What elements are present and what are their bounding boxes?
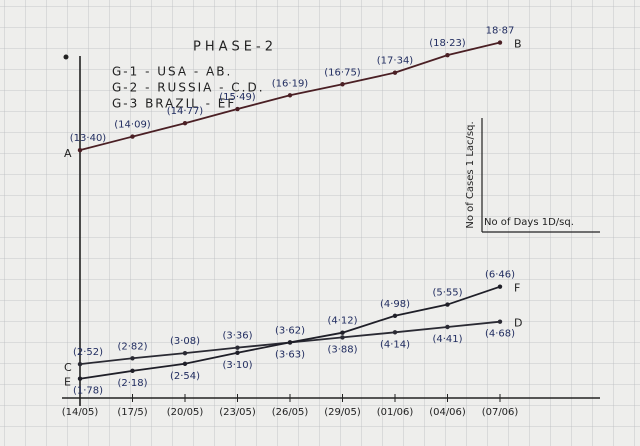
data-label: (3·10) bbox=[222, 360, 252, 371]
point bbox=[340, 330, 345, 335]
point bbox=[77, 147, 83, 153]
point bbox=[77, 361, 83, 367]
x-tick-label: (20/05) bbox=[167, 407, 204, 418]
x-tick-label: (14/05) bbox=[62, 407, 99, 418]
legend-entry: G-3 BRAZIL - EF bbox=[112, 97, 236, 111]
data-label: (4·41) bbox=[432, 334, 462, 345]
line-start-label: E bbox=[64, 376, 71, 389]
data-label: (16·19) bbox=[272, 78, 309, 89]
data-label: (14·09) bbox=[114, 120, 151, 131]
point bbox=[130, 368, 135, 374]
chart-title: PHASE-2 bbox=[193, 40, 277, 55]
data-label: (1·78) bbox=[73, 386, 103, 397]
point bbox=[287, 340, 293, 345]
data-label: (5·55) bbox=[432, 288, 462, 299]
point bbox=[130, 356, 135, 361]
point bbox=[340, 82, 345, 87]
point bbox=[77, 376, 83, 381]
x-tick-label: (04/06) bbox=[429, 407, 466, 418]
data-label: (2·52) bbox=[73, 347, 103, 358]
axis-dot bbox=[63, 54, 69, 60]
x-tick-label: (29/05) bbox=[324, 407, 361, 418]
data-label: (3·62) bbox=[275, 326, 305, 337]
point bbox=[340, 335, 345, 340]
x-tick-label: (17/5) bbox=[117, 407, 147, 418]
point bbox=[445, 52, 450, 58]
legend-entry: G-2 - RUSSIA - C.D. bbox=[112, 81, 265, 95]
point bbox=[235, 345, 240, 350]
data-label: (18·23) bbox=[429, 38, 466, 49]
line-start-label: C bbox=[64, 361, 72, 374]
point bbox=[445, 302, 450, 307]
data-label: (6·46) bbox=[485, 270, 515, 281]
x-tick-label: (01/06) bbox=[377, 407, 414, 418]
data-label: (3·36) bbox=[222, 331, 252, 342]
point bbox=[235, 350, 240, 355]
x-axis-label: No of Days 1D/sq. bbox=[484, 217, 574, 228]
point bbox=[287, 93, 293, 98]
line-start-label: A bbox=[64, 147, 72, 160]
point bbox=[235, 106, 240, 112]
point bbox=[392, 330, 398, 335]
legend-entry: G-1 - USA - AB. bbox=[112, 65, 232, 79]
point bbox=[392, 313, 398, 318]
x-tick-label: (07/06) bbox=[482, 407, 519, 418]
data-label: (4·12) bbox=[327, 316, 357, 327]
line-end-label: D bbox=[514, 317, 522, 330]
data-label: (17·34) bbox=[377, 56, 414, 67]
y-axis-label: No of Cases 1 Lac/sq. bbox=[465, 121, 476, 228]
point bbox=[182, 121, 188, 126]
point bbox=[497, 319, 503, 324]
data-label: (4·98) bbox=[380, 299, 410, 310]
point bbox=[182, 350, 188, 356]
point bbox=[445, 324, 450, 330]
data-label: (16·75) bbox=[324, 67, 361, 78]
data-label: (13·40) bbox=[70, 133, 107, 144]
point bbox=[497, 284, 503, 289]
point bbox=[392, 70, 398, 75]
data-label: (2·18) bbox=[117, 378, 147, 389]
data-label: (3·08) bbox=[170, 336, 200, 347]
point bbox=[130, 134, 135, 139]
data-label: (3·88) bbox=[327, 344, 357, 355]
x-tick-label: (23/05) bbox=[219, 407, 256, 418]
data-label: (14·77) bbox=[167, 106, 204, 117]
x-tick-label: (26/05) bbox=[272, 407, 309, 418]
data-label: (4·14) bbox=[380, 339, 410, 350]
data-label: (3·63) bbox=[275, 349, 305, 360]
data-label: (15·49) bbox=[219, 92, 256, 103]
data-label: (2·54) bbox=[170, 371, 200, 382]
line-end-label: F bbox=[514, 282, 520, 295]
point bbox=[497, 40, 503, 45]
data-label: (4·68) bbox=[485, 329, 515, 340]
line-end-label: B bbox=[514, 38, 522, 51]
data-label: (2·82) bbox=[117, 341, 147, 352]
data-label: 18·87 bbox=[486, 26, 515, 37]
point bbox=[182, 361, 188, 366]
